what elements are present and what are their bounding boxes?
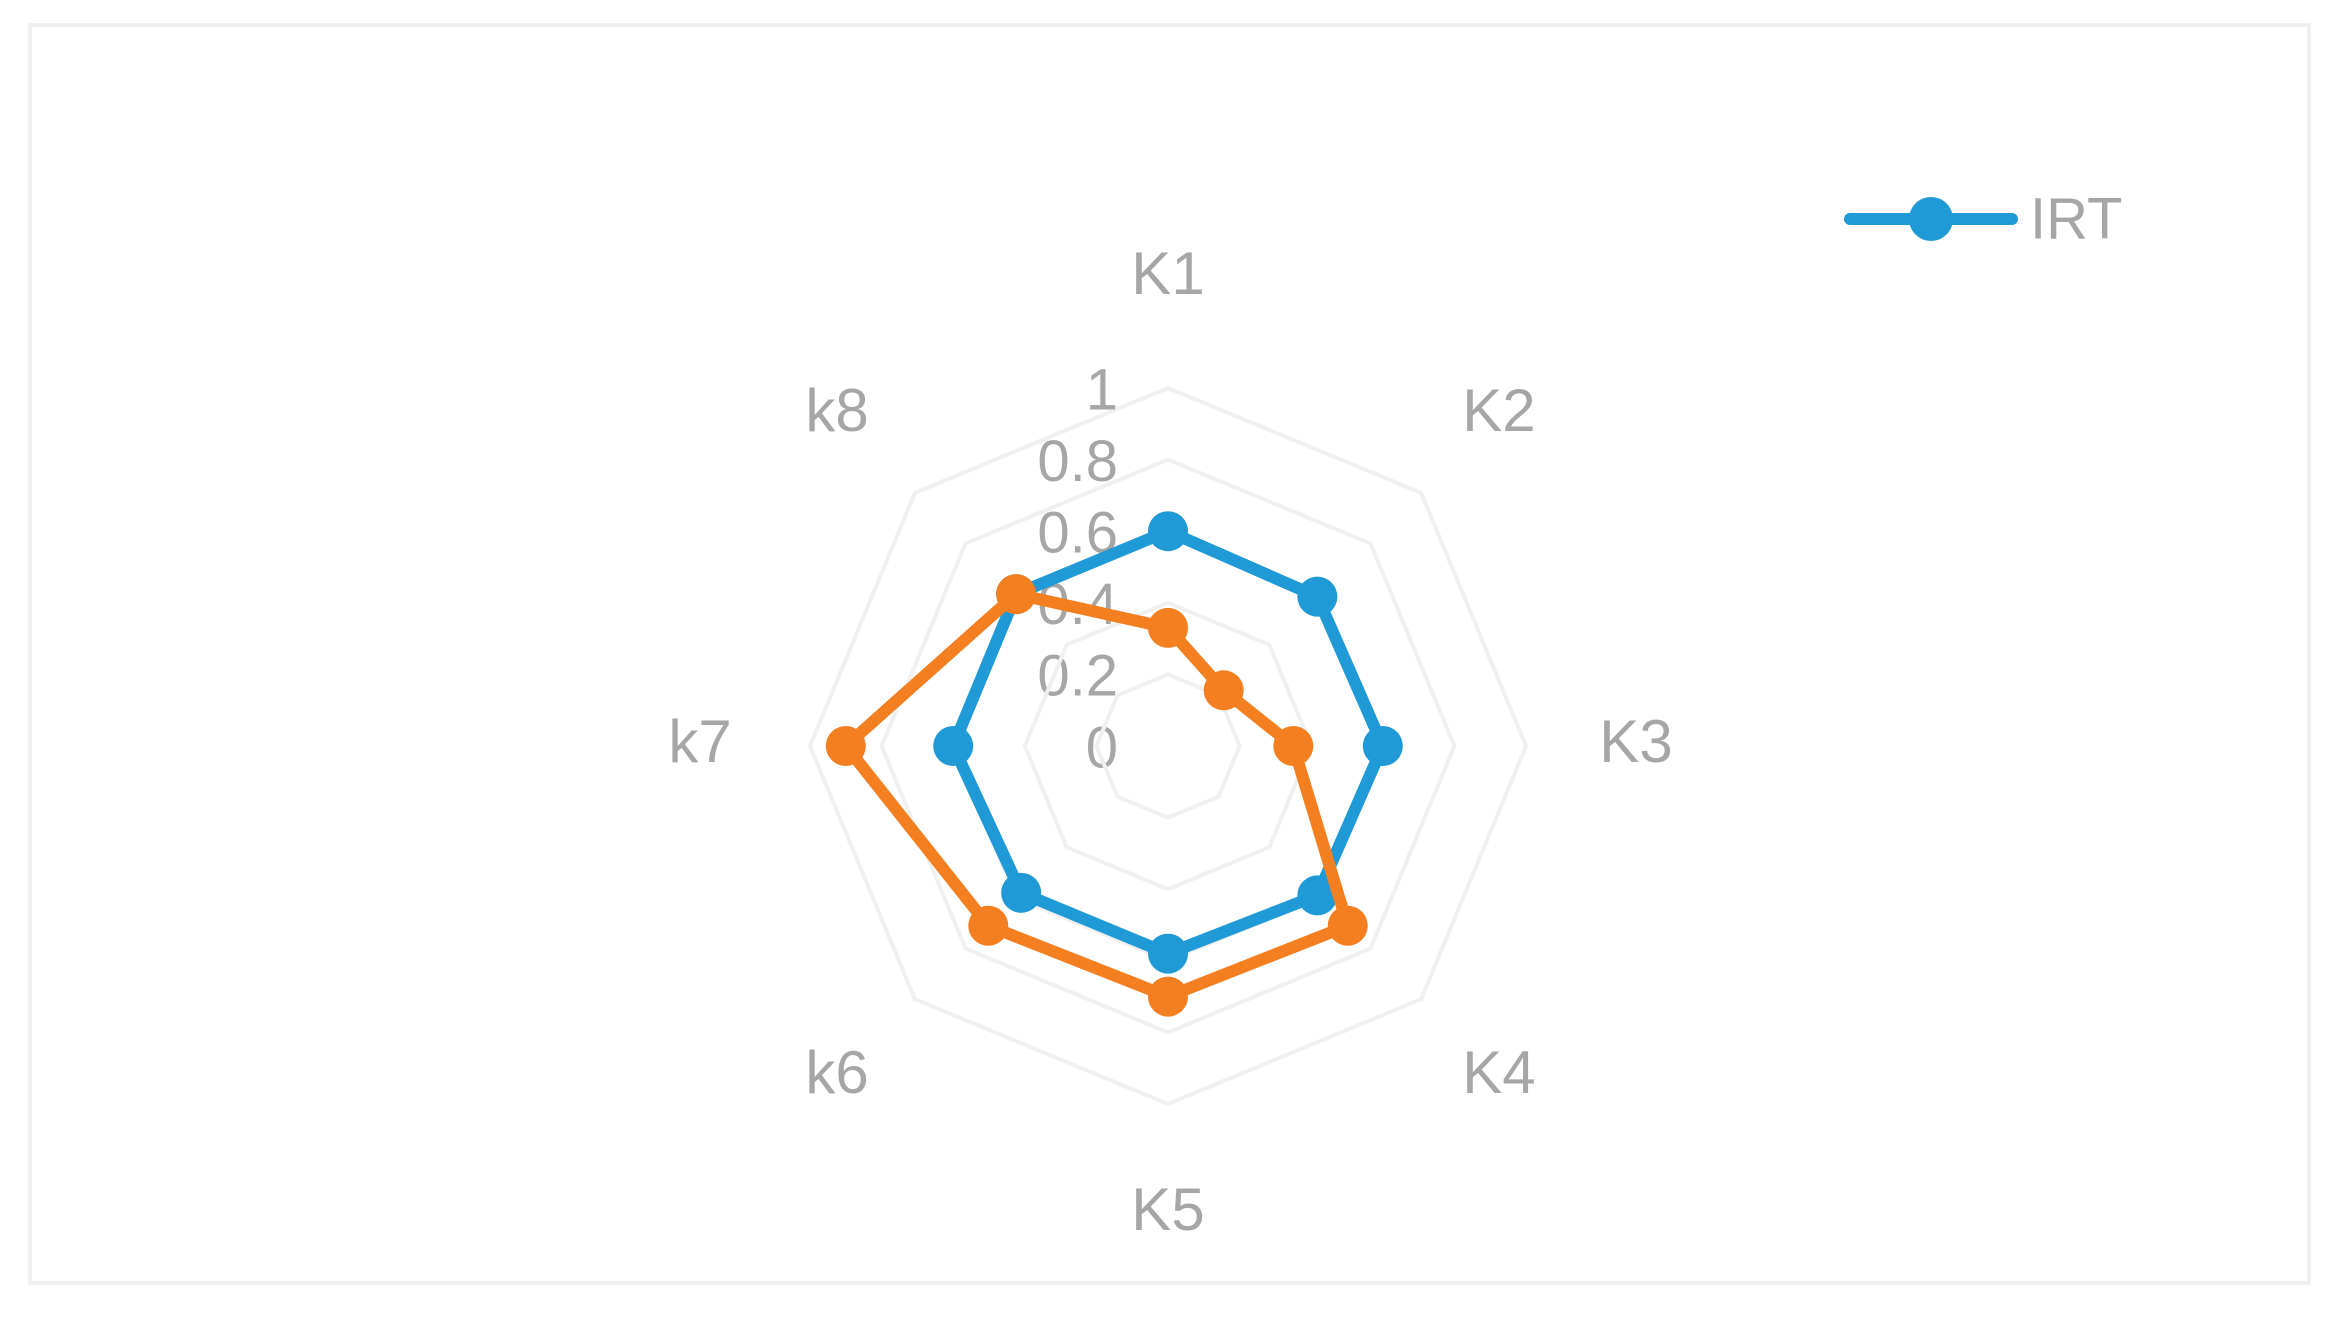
series-marker: [1148, 933, 1188, 974]
series-marker: [1297, 576, 1338, 617]
r-tick-label: 0: [1086, 715, 1118, 780]
grid-ring: [1094, 672, 1242, 820]
category-label: K4: [1462, 1039, 1535, 1106]
series-marker: [996, 574, 1037, 615]
grid-ring: [879, 457, 1457, 1035]
series-marker: [1327, 905, 1368, 946]
series-marker: [1148, 511, 1188, 552]
legend-marker: [1909, 197, 1953, 241]
series-marker: [968, 905, 1009, 946]
series-marker: [1148, 976, 1188, 1017]
category-label: k7: [668, 708, 731, 775]
series-marker: [1297, 875, 1338, 916]
series-marker: [1203, 670, 1244, 711]
category-label: K1: [1131, 240, 1204, 307]
grid-ring: [807, 385, 1529, 1107]
r-tick-label: 1: [1086, 357, 1118, 422]
series-marker: [1273, 726, 1314, 766]
category-label: K3: [1599, 708, 1672, 775]
series-marker: [825, 726, 866, 766]
category-label: k8: [805, 377, 868, 444]
series-marker: [933, 726, 974, 766]
category-label: K2: [1462, 377, 1535, 444]
series-marker: [1362, 726, 1403, 766]
series-marker: [1148, 607, 1188, 648]
legend-label: IRT: [2030, 186, 2122, 251]
series-marker: [1001, 872, 1042, 913]
r-tick-label: 0.8: [1037, 429, 1118, 494]
category-label: k6: [805, 1039, 868, 1106]
category-label: K5: [1131, 1176, 1204, 1243]
r-tick-label: 0.2: [1037, 644, 1118, 709]
grid-ring: [1022, 600, 1314, 892]
